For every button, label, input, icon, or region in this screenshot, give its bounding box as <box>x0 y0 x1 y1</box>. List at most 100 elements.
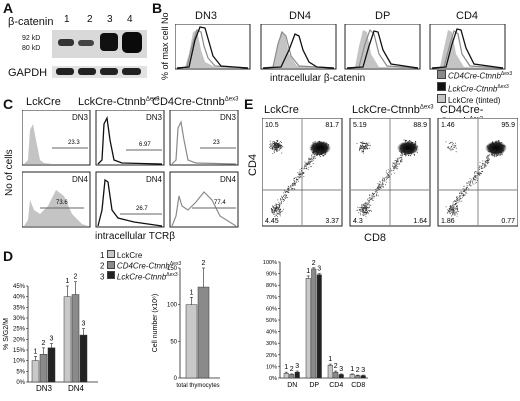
tick-label: 70% <box>266 295 277 301</box>
e-plot-3: 1.46 95.9 1.86 0.77 <box>437 118 518 227</box>
tick-label: 50 <box>170 339 177 345</box>
b-xlabel: intracellular β-catenin <box>270 73 366 84</box>
d-legend-item-1: 1 LckCre <box>100 250 143 260</box>
d-legend-item-2: 2 CD4Cre-CtnnbΔex3 <box>100 260 182 271</box>
bar <box>338 374 344 379</box>
c-value-r2c1: 73.6 <box>56 200 68 206</box>
e-quad-lr-1: 3.37 <box>325 218 339 225</box>
bar <box>327 364 333 379</box>
d-legend: 1 LckCre 2 CD4Cre-CtnnbΔex3 3 LckCre-Ctn… <box>100 250 181 281</box>
bar-index-label: 1 <box>66 278 70 285</box>
e-xlabel: CD8 <box>364 232 387 244</box>
tick-label: 20% <box>266 353 277 359</box>
c-value-r2c2: 26.7 <box>136 206 148 212</box>
lane-2-label: 2 <box>87 14 93 25</box>
tick-label: 0 <box>174 376 178 382</box>
b-dn3-lckcre-ctnnb <box>176 26 249 69</box>
tick-label: 80% <box>266 283 277 289</box>
bar <box>283 373 289 379</box>
bar <box>71 294 80 383</box>
b-hist-dn4 <box>260 24 337 70</box>
bar <box>360 375 366 379</box>
bar-index-label: 3 <box>295 363 299 370</box>
bar-index-label: 2 <box>290 366 294 373</box>
bar <box>39 354 48 383</box>
bar <box>311 268 317 379</box>
d-chart-cellnumber: 0 50 100 150 Cell number (x10⁶) 1 2 total thymo… <box>152 260 220 389</box>
tick-label: 5% <box>16 369 25 375</box>
mw-marker-80: 80 kD <box>22 45 41 52</box>
e-plot-1: 10.5 81.7 4.45 3.37 <box>262 118 343 227</box>
lane-1-label: 1 <box>64 14 70 25</box>
tick-label: 35% <box>13 305 26 311</box>
e-ylabel: CD4 <box>247 153 259 176</box>
category-label: total thymocytes <box>176 383 219 389</box>
bar <box>79 334 88 383</box>
d-chart3-axis: 0% 10% 20% 30% 40% 50% 60% 70% 80% 90% 100% <box>263 260 368 382</box>
c-value-r1c1: 23.3 <box>68 140 80 146</box>
bar <box>305 277 311 379</box>
category-label: DP <box>309 382 319 389</box>
bar <box>333 371 339 379</box>
panel-label-b: B <box>152 0 163 16</box>
b-title-cd4: CD4 <box>456 10 479 22</box>
bar <box>355 375 361 379</box>
c-value-r2c3: 77.4 <box>214 200 226 206</box>
bar <box>316 274 322 379</box>
bar <box>349 374 355 379</box>
c-value-r1c3: 23 <box>213 140 220 146</box>
tick-label: 45% <box>13 284 26 290</box>
tick-label: 10% <box>13 359 26 365</box>
bar-index-label: 1 <box>306 268 310 275</box>
mw-marker-92: 92 kD <box>22 35 41 42</box>
bar-index-label: 2 <box>42 340 46 347</box>
e-quad-ul-3: 1.46 <box>441 122 455 129</box>
b-histograms <box>175 24 506 70</box>
e-quad-ll-3: 1.86 <box>441 218 455 225</box>
tick-label: 150 <box>167 266 178 272</box>
panel-label-a: A <box>3 0 14 16</box>
tick-label: 30% <box>266 341 277 347</box>
c-value-r1c2: 6.97 <box>139 142 151 148</box>
e-quad-ul-1: 10.5 <box>265 122 279 129</box>
c-tag-r1c2: DN3 <box>146 113 163 122</box>
e-quad-ul-2: 5.19 <box>353 122 367 129</box>
category-label: DN3 <box>36 384 53 393</box>
tick-label: 10% <box>266 364 277 370</box>
bar-index-label: 2 <box>334 363 338 370</box>
panel-label-e: E <box>244 96 254 112</box>
c-title-cd4cre-ctnnb: CD4Cre-CtnnbΔex3 <box>152 96 239 108</box>
c-histograms: 23.3 6.97 23 73.6 26.7 77.4 <box>22 110 239 228</box>
blot-protein-label: β-catenin <box>8 16 54 28</box>
bar <box>294 371 300 379</box>
y-axis-label: % S/G2/M <box>3 318 10 350</box>
bar <box>185 304 198 379</box>
bar-index-label: 3 <box>50 336 54 343</box>
category-label: DN <box>287 382 297 389</box>
tick-label: 25% <box>13 327 26 333</box>
e-quad-ur-2: 88.9 <box>413 122 427 129</box>
e-dotplots: 10.5 81.74.45 3.375.19 88.94.3 1.641.46 95.91… <box>262 118 518 227</box>
category-label: CD8 <box>351 382 365 389</box>
bar-index-label: 3 <box>82 321 86 328</box>
tick-label: 0% <box>269 376 277 382</box>
b-hist-cd4 <box>429 24 506 70</box>
western-blot-image <box>52 30 147 78</box>
bar <box>47 347 56 383</box>
bar-index-label: 1 <box>284 364 288 371</box>
lane-4-label: 4 <box>127 14 133 25</box>
bar-index-label: 1 <box>34 348 38 355</box>
tick-label: 30% <box>13 316 26 322</box>
b-legend-item-lckcre-tinted: LckCre (tinted) <box>437 94 512 106</box>
bar <box>63 296 72 383</box>
tick-label: 15% <box>13 348 26 354</box>
b-legend-item-cd4cre: CD4Cre-CtnnbΔex3 <box>437 69 512 82</box>
b-title-dn4: DN4 <box>289 10 312 22</box>
tick-label: 40% <box>13 295 26 301</box>
tick-label: 100 <box>167 303 178 309</box>
tick-label: 100% <box>263 260 277 266</box>
tick-label: 40% <box>266 330 277 336</box>
bar-index-label: 2 <box>356 367 360 374</box>
e-dots-2 <box>356 139 419 218</box>
e-title-lckcre-ctnnb: LckCre-CtnnbΔex3 <box>352 104 434 116</box>
